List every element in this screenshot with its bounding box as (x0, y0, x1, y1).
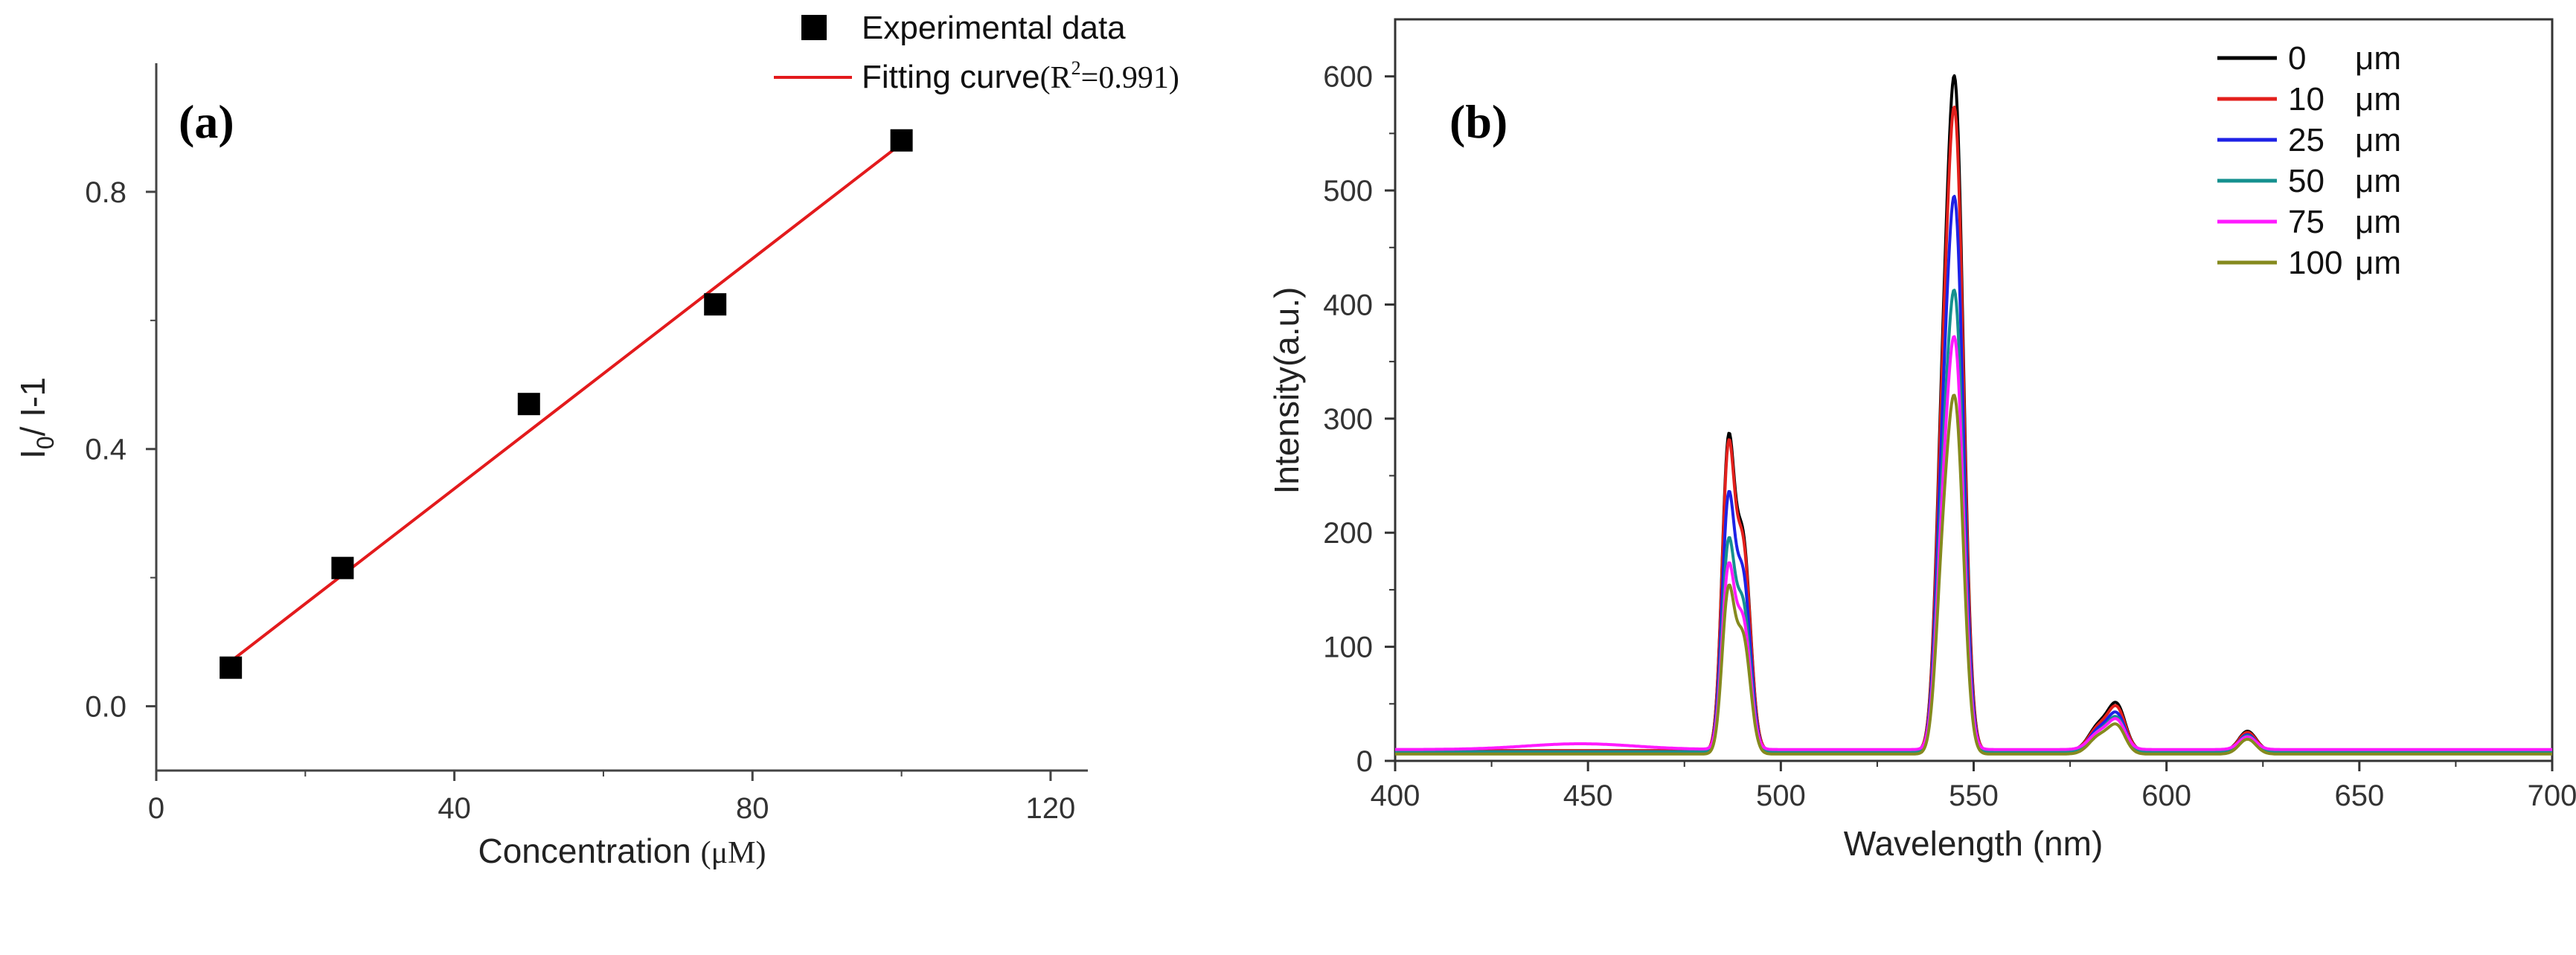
panel-a-chart: (a) 0 40 80 120 0.0 0.4 0.8 Concentration (μM… (13, 10, 1179, 870)
panel-a-label: (a) (179, 95, 234, 148)
panel-b-y-tick-label: 500 (1323, 175, 1373, 208)
panel-a-y-tick-label: 0.8 (85, 176, 126, 209)
panel-a-data-point (331, 556, 354, 579)
panel-a-x-tick-label: 80 (736, 792, 769, 825)
panel-a-data-point (704, 293, 727, 316)
panel-a-data-point (517, 393, 540, 416)
panel-b-y-tick-label: 300 (1323, 403, 1373, 436)
panel-b-x-tick-label: 550 (1949, 779, 1999, 812)
panel-b-x-tick-label: 450 (1563, 779, 1613, 812)
panel-a-x-tick-label: 120 (1026, 792, 1076, 825)
legend-label-100: 100 (2288, 245, 2342, 281)
panel-a-data-point (890, 129, 913, 152)
panel-b-label: (b) (1449, 95, 1508, 148)
panel-b-x-ticks: 400 450 500 550 600 650 700 (1371, 761, 2576, 812)
legend-unit-25: μm (2355, 122, 2401, 158)
panel-b-y-ticks: 0 100 200 300 400 500 600 (1323, 61, 1395, 778)
panel-b-x-tick-label: 500 (1756, 779, 1806, 812)
legend-label-0: 0 (2288, 40, 2306, 77)
legend-fitting-label: Fitting curve(R2=0.991) (862, 57, 1179, 95)
panel-b-y-tick-label: 0 (1356, 745, 1373, 778)
legend-unit-10: μm (2355, 81, 2401, 118)
panel-b-x-tick-label: 600 (2141, 779, 2191, 812)
panel-b-y-tick-label: 600 (1323, 61, 1373, 94)
legend-unit-75: μm (2355, 204, 2401, 240)
panel-a-legend: Experimental data Fitting curve(R2=0.991… (774, 10, 1179, 95)
panel-a-experimental-points (220, 129, 913, 679)
legend-experimental-label: Experimental data (862, 10, 1126, 46)
panel-a-data-point (220, 656, 243, 679)
legend-label-75: 75 (2288, 204, 2325, 240)
panel-a-y-axis-title: I0/ I-1 (13, 377, 59, 459)
panel-a-x-tick-label: 0 (148, 792, 164, 825)
panel-a-x-tick-label: 40 (438, 792, 471, 825)
panel-b-y-axis-title: Intensity(a.u.) (1267, 287, 1306, 495)
panel-b-chart: (b) 400 450 500 550 600 650 700 01002003004005… (1267, 18, 2576, 863)
panel-b-x-tick-label: 400 (1371, 779, 1420, 812)
panel-b-spectra (1394, 74, 2553, 756)
panel-b-y-tick-label: 200 (1323, 517, 1373, 550)
legend-label-10: 10 (2288, 81, 2325, 118)
panel-a-y-tick-label: 0.4 (85, 434, 126, 466)
panel-b-x-axis-title: Wavelength (nm) (1844, 824, 2104, 863)
panel-b-x-tick-label: 650 (2334, 779, 2384, 812)
legend-unit-50: μm (2355, 163, 2401, 199)
panel-b-series-100-line (1394, 393, 2553, 756)
panel-b-y-tick-label: 400 (1323, 289, 1373, 321)
legend-unit-100: μm (2355, 245, 2401, 281)
panel-b-y-tick-label: 100 (1323, 631, 1373, 664)
legend-square-marker (801, 15, 827, 40)
panel-b-x-tick-label: 700 (2528, 779, 2576, 812)
panel-a-y-tick-label: 0.0 (85, 691, 126, 724)
panel-a-x-ticks: 0 40 80 120 (148, 771, 1075, 825)
legend-label-50: 50 (2288, 163, 2325, 199)
panel-a-fitting-curve (229, 142, 903, 663)
legend-label-25: 25 (2288, 122, 2325, 158)
panel-a-y-ticks: 0.0 0.4 0.8 (85, 176, 156, 724)
legend-unit-0: μm (2355, 40, 2401, 77)
panel-b-legend: 0 μm 10 μm 25 μm 50 μm 75 μm 100 μm (2217, 40, 2401, 281)
panel-a-fit-line (229, 142, 903, 663)
panel-a-x-axis-title: Concentration (μM) (478, 832, 766, 870)
